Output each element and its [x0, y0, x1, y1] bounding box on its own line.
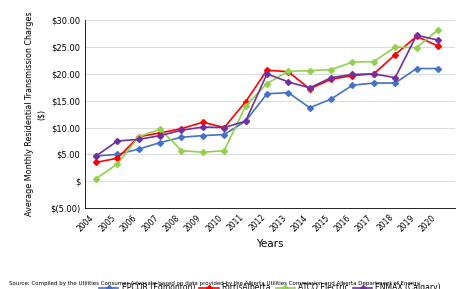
EPCOR (Edmonton) [136, 147, 142, 151]
ATCO Electric [435, 28, 441, 32]
EPCOR (Edmonton) [371, 81, 377, 85]
FortisAlberta [264, 68, 270, 72]
ENMAX (Calgary) [93, 154, 99, 158]
ATCO Electric [350, 60, 356, 64]
FortisAlberta [350, 74, 356, 77]
ATCO Electric [93, 177, 99, 180]
EPCOR (Edmonton) [179, 136, 184, 139]
ENMAX (Calgary) [221, 126, 227, 129]
Line: ENMAX (Calgary): ENMAX (Calgary) [94, 33, 440, 158]
FortisAlberta [157, 131, 163, 135]
ENMAX (Calgary) [157, 134, 163, 137]
FortisAlberta [115, 156, 120, 160]
ATCO Electric [243, 104, 248, 108]
ATCO Electric [136, 135, 142, 138]
EPCOR (Edmonton) [350, 84, 356, 87]
FortisAlberta [136, 135, 142, 138]
ENMAX (Calgary) [136, 138, 142, 141]
EPCOR (Edmonton) [392, 81, 398, 85]
FortisAlberta [307, 87, 312, 91]
FortisAlberta [392, 53, 398, 56]
EPCOR (Edmonton) [200, 134, 206, 137]
ATCO Electric [115, 162, 120, 166]
ENMAX (Calgary) [243, 119, 248, 123]
FortisAlberta [221, 126, 227, 129]
Line: FortisAlberta: FortisAlberta [94, 34, 440, 164]
EPCOR (Edmonton) [435, 67, 441, 70]
FortisAlberta [243, 100, 248, 103]
FortisAlberta [328, 77, 334, 81]
ENMAX (Calgary) [115, 139, 120, 143]
ENMAX (Calgary) [414, 34, 419, 37]
FortisAlberta [200, 121, 206, 124]
ATCO Electric [392, 45, 398, 49]
FortisAlberta [93, 161, 99, 164]
ATCO Electric [264, 82, 270, 85]
ENMAX (Calgary) [435, 38, 441, 42]
Line: EPCOR (Edmonton): EPCOR (Edmonton) [94, 66, 440, 158]
ENMAX (Calgary) [392, 76, 398, 79]
ATCO Electric [307, 69, 312, 73]
ENMAX (Calgary) [350, 73, 356, 76]
EPCOR (Edmonton) [157, 141, 163, 144]
EPCOR (Edmonton) [115, 153, 120, 156]
ATCO Electric [221, 149, 227, 152]
EPCOR (Edmonton) [221, 133, 227, 136]
ATCO Electric [371, 60, 377, 63]
ATCO Electric [328, 68, 334, 71]
ATCO Electric [179, 149, 184, 152]
ENMAX (Calgary) [307, 86, 312, 90]
ENMAX (Calgary) [285, 80, 291, 84]
EPCOR (Edmonton) [414, 67, 419, 70]
ATCO Electric [414, 46, 419, 49]
EPCOR (Edmonton) [264, 92, 270, 95]
EPCOR (Edmonton) [243, 119, 248, 123]
FortisAlberta [414, 35, 419, 38]
ENMAX (Calgary) [264, 72, 270, 76]
ENMAX (Calgary) [200, 125, 206, 129]
EPCOR (Edmonton) [285, 91, 291, 95]
FortisAlberta [371, 72, 377, 76]
EPCOR (Edmonton) [307, 106, 312, 110]
ENMAX (Calgary) [179, 129, 184, 132]
Y-axis label: Average Monthly Residential Transmission Charges
($): Average Monthly Residential Transmission… [25, 12, 46, 216]
FortisAlberta [179, 127, 184, 130]
EPCOR (Edmonton) [93, 154, 99, 158]
ATCO Electric [285, 69, 291, 73]
ENMAX (Calgary) [328, 76, 334, 79]
ATCO Electric [200, 151, 206, 154]
FortisAlberta [435, 44, 441, 48]
EPCOR (Edmonton) [328, 97, 334, 101]
X-axis label: Years: Years [256, 238, 284, 249]
Legend: EPCOR (Edmonton), FortisAlberta, ATCO Electric, ENMAX (Calgary): EPCOR (Edmonton), FortisAlberta, ATCO El… [100, 283, 441, 289]
ATCO Electric [157, 127, 163, 131]
Text: Source: Compiled by the Utilities Consumer Advocate based on data provided by th: Source: Compiled by the Utilities Consum… [9, 281, 421, 286]
FortisAlberta [285, 70, 291, 73]
Line: ATCO Electric: ATCO Electric [94, 28, 440, 181]
ENMAX (Calgary) [371, 72, 377, 76]
